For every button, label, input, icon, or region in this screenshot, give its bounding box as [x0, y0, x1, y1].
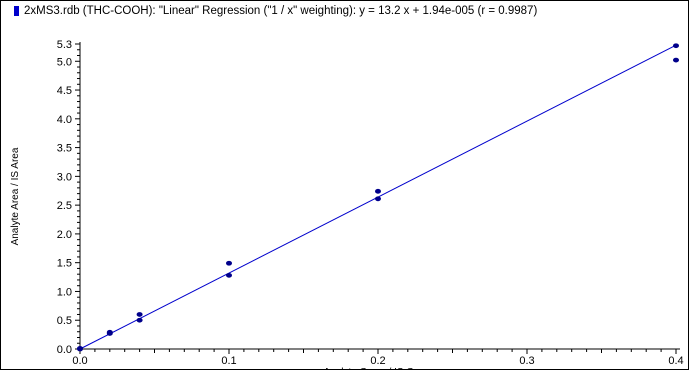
y-tick-label: 5.0	[57, 56, 72, 68]
y-tick-label: 4.0	[57, 114, 72, 126]
y-tick-label: 2.0	[57, 229, 72, 241]
x-tick-label: 0.1	[221, 355, 236, 367]
title-bar: 2xMS3.rdb (THC-COOH): "Linear" Regressio…	[1, 1, 689, 21]
y-tick-label: 1.5	[57, 258, 72, 270]
y-tick-label: 0.5	[57, 315, 72, 327]
data-point	[106, 329, 113, 335]
data-point	[226, 260, 232, 266]
y-tick-label: 4.5	[57, 85, 72, 97]
data-point	[136, 317, 143, 323]
data-point	[136, 312, 143, 317]
data-point	[673, 43, 679, 49]
x-tick-label: 0.3	[519, 355, 534, 367]
x-tick-label: 0.0	[72, 355, 87, 367]
chart-title: 2xMS3.rdb (THC-COOH): "Linear" Regressio…	[24, 5, 538, 17]
y-tick-label: 2.5	[57, 200, 72, 212]
data-point	[375, 196, 381, 202]
y-tick-label: 5.3	[57, 39, 72, 51]
y-tick-label: 3.5	[57, 143, 72, 155]
data-point	[77, 346, 83, 351]
y-tick-label: 0.0	[57, 344, 72, 356]
series-marker-icon	[14, 6, 19, 16]
x-tick-label: 0.4	[668, 355, 683, 367]
y-tick-label: 3.0	[57, 171, 72, 183]
data-point	[226, 272, 232, 278]
y-axis-label: Analyte Area / IS Area	[10, 147, 21, 245]
x-axis-label: Analyte Conc. / IS Conc.	[324, 367, 433, 369]
data-point	[375, 188, 381, 194]
x-tick-label: 0.2	[370, 355, 385, 367]
y-tick-label: 1.0	[57, 286, 72, 298]
data-point	[673, 57, 679, 63]
